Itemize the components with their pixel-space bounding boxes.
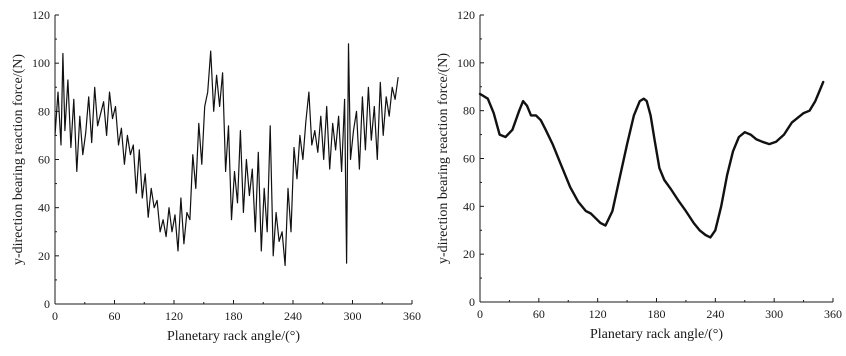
y-axis-title: y-direction bearing reaction force/(N) (11, 54, 26, 265)
series-line-0 (478, 80, 825, 239)
y-tick-label: 0 (469, 295, 475, 309)
series-line-0 (54, 43, 399, 267)
y-tick-label: 40 (38, 201, 50, 215)
x-tick-label: 300 (765, 307, 783, 321)
y-tick-label: 120 (32, 8, 50, 22)
x-tick-label: 60 (533, 307, 545, 321)
x-tick-label: 300 (344, 309, 362, 323)
y-tick-label: 60 (463, 152, 475, 166)
x-tick-label: 240 (706, 307, 724, 321)
y-tick-label: 20 (38, 249, 50, 263)
y-tick-label: 80 (463, 104, 475, 118)
x-tick-label: 0 (477, 307, 483, 321)
x-tick-label: 120 (589, 307, 607, 321)
x-tick-label: 180 (648, 307, 666, 321)
y-tick-label: 100 (32, 56, 50, 70)
y-tick-label: 60 (38, 153, 50, 167)
y-tick-label: 80 (38, 104, 50, 118)
x-tick-label: 360 (824, 307, 842, 321)
x-tick-label: 120 (165, 309, 183, 323)
y-axis-title: y-direction bearing reaction force/(N) (436, 53, 451, 264)
x-tick-label: 60 (109, 309, 121, 323)
y-tick-label: 120 (457, 8, 475, 22)
chart-right: 0 60 120 180 240 300 360 0 20 40 60 80 100 120 Planeta… (436, 8, 842, 342)
x-tick-label: 360 (403, 309, 421, 323)
y-tick-label: 0 (44, 297, 50, 311)
chart-left: 0 60 120 180 240 300 360 0 20 40 60 80 100 120 Planeta… (11, 8, 421, 344)
x-tick-label: 240 (284, 309, 302, 323)
x-tick-label: 0 (52, 309, 58, 323)
x-tick-label: 180 (225, 309, 243, 323)
x-axis-title: Planetary rack angle/(°) (167, 329, 300, 344)
y-tick-label: 20 (463, 247, 475, 261)
x-axis-title: Planetary rack angle/(°) (590, 327, 723, 342)
y-tick-label: 100 (457, 56, 475, 70)
y-tick-label: 40 (463, 199, 475, 213)
